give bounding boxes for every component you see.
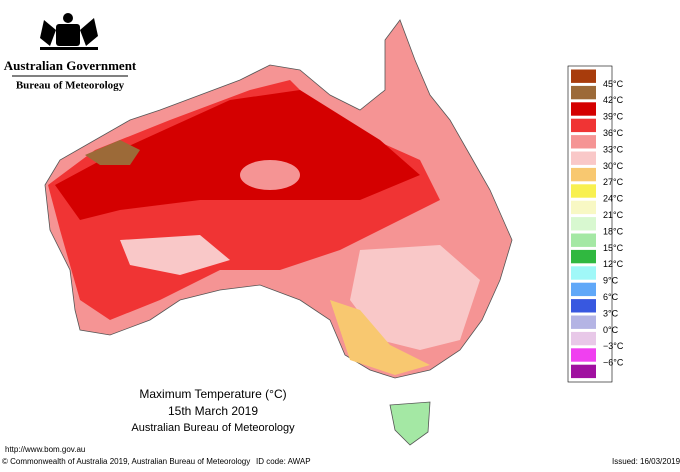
legend-swatch: [571, 118, 596, 133]
legend-swatch: [571, 348, 596, 362]
legend-label: 9°C: [603, 276, 619, 286]
legend-label: 36°C: [603, 128, 624, 138]
legend-label: 30°C: [603, 161, 624, 171]
legend-label: 27°C: [603, 177, 624, 187]
legend-label: 15°C: [603, 243, 624, 253]
agency-name: Bureau of Meteorology: [16, 80, 125, 92]
australia-map: [44, 19, 513, 446]
legend-label: 0°C: [603, 325, 619, 335]
legend-label: 42°C: [603, 95, 624, 105]
government-name: Australian Government: [4, 58, 137, 73]
legend-swatch: [571, 102, 596, 116]
legend-swatch: [571, 85, 596, 100]
legend-swatch: [571, 233, 596, 247]
legend-swatch: [571, 315, 596, 329]
legend-label: 3°C: [603, 308, 619, 318]
legend-label: 12°C: [603, 259, 624, 269]
legend-swatch: [571, 167, 596, 182]
legend-swatch: [571, 217, 596, 231]
legend-label: −6°C: [603, 358, 624, 368]
map-source: Australian Bureau of Meteorology: [131, 422, 295, 434]
legend: 45°C 42°C 39°C 36°C 33°C 30°C 27°C 24°C 21°C 18°C…: [567, 65, 624, 383]
legend-swatch: [571, 135, 596, 149]
map-title: Maximum Temperature (°C): [139, 387, 286, 401]
footer-issued: Issued: 16/03/2019: [612, 457, 680, 466]
legend-swatch: [571, 151, 596, 165]
legend-label: −3°C: [603, 341, 624, 351]
legend-swatch: [571, 69, 596, 83]
legend-label: 33°C: [603, 144, 624, 154]
footer-copyright: © Commonwealth of Australia 2019, Austra…: [2, 457, 250, 466]
legend-label: 18°C: [603, 226, 624, 236]
legend-swatch: [571, 249, 596, 264]
footer-id: ID code: AWAP: [256, 457, 311, 466]
legend-swatch: [571, 282, 596, 297]
legend-swatch: [571, 364, 596, 379]
legend-swatch: [571, 299, 596, 313]
legend-label: 21°C: [603, 210, 624, 220]
legend-swatch: [571, 200, 596, 215]
legend-label: 24°C: [603, 194, 624, 204]
legend-swatch: [571, 184, 596, 198]
legend-label: 6°C: [603, 292, 619, 302]
map-date: 15th March 2019: [168, 404, 258, 418]
legend-label: 45°C: [603, 79, 624, 89]
legend-label: 39°C: [603, 112, 624, 122]
legend-swatch: [571, 266, 596, 280]
legend-frame: [567, 65, 613, 383]
legend-swatch: [571, 331, 596, 346]
logo: [40, 13, 98, 50]
footer-url: http://www.bom.gov.au: [5, 445, 85, 454]
